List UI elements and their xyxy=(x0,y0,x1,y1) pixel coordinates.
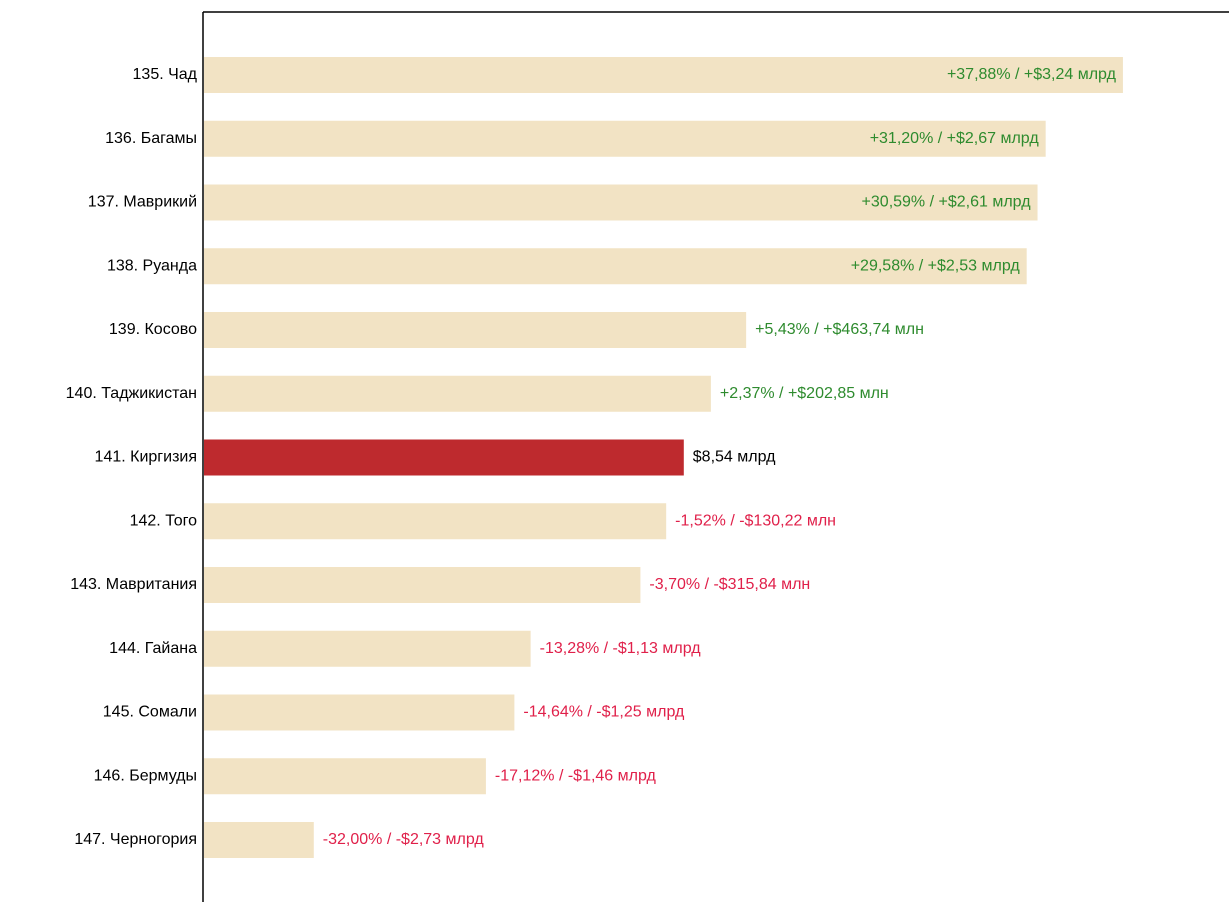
y-tick-label: 135. Чад xyxy=(133,66,198,83)
bar xyxy=(204,184,1038,221)
bar-annotation: -1,52% / -$130,22 млн xyxy=(675,512,836,529)
y-tick-label: 147. Черногория xyxy=(74,831,197,848)
y-tick-label: 145. Сомали xyxy=(103,704,197,721)
bar xyxy=(204,503,667,540)
bar xyxy=(204,57,1123,93)
bar xyxy=(204,822,314,858)
bar-annotation: +31,20% / +$2,67 млрд xyxy=(870,130,1040,147)
bar xyxy=(204,375,711,412)
y-tick-label: 136. Багамы xyxy=(105,130,197,147)
y-tick-label: 138. Руанда xyxy=(107,257,197,274)
y-tick-label: 144. Гайана xyxy=(109,640,197,657)
y-tick-label: 137. Маврикий xyxy=(88,194,197,211)
bar-annotation: -3,70% / -$315,84 млн xyxy=(649,576,810,593)
bar-annotation: -14,64% / -$1,25 млрд xyxy=(523,704,685,721)
bar-annotation: +2,37% / +$202,85 млн xyxy=(720,385,889,402)
bar xyxy=(204,120,1046,157)
y-tick-label: 146. Бермуды xyxy=(94,767,197,784)
bar xyxy=(204,694,515,731)
bar xyxy=(204,567,641,603)
bar xyxy=(204,439,684,476)
y-tick-label: 143. Мавритания xyxy=(70,576,197,593)
y-tick-label: 139. Косово xyxy=(109,321,197,338)
bar-annotation: -17,12% / -$1,46 млрд xyxy=(495,767,657,784)
bar-annotation: +29,58% / +$2,53 млрд xyxy=(851,257,1021,274)
y-tick-label: 140. Таджикистан xyxy=(66,385,197,402)
bar xyxy=(204,248,1027,285)
bar-annotation: +5,43% / +$463,74 млн xyxy=(755,321,924,338)
bar xyxy=(204,758,486,795)
y-tick-label: 142. Того xyxy=(130,512,197,529)
bar-annotation: -32,00% / -$2,73 млрд xyxy=(323,831,485,848)
bar xyxy=(204,630,531,667)
bar-annotation: -13,28% / -$1,13 млрд xyxy=(540,640,702,657)
bar-annotation: +37,88% / +$3,24 млрд xyxy=(947,66,1117,83)
y-tick-label: 141. Киргизия xyxy=(95,449,197,466)
bar-annotation: +30,59% / +$2,61 млрд xyxy=(862,194,1032,211)
bar-annotation: $8,54 млрд xyxy=(693,449,776,466)
bar xyxy=(204,312,747,348)
